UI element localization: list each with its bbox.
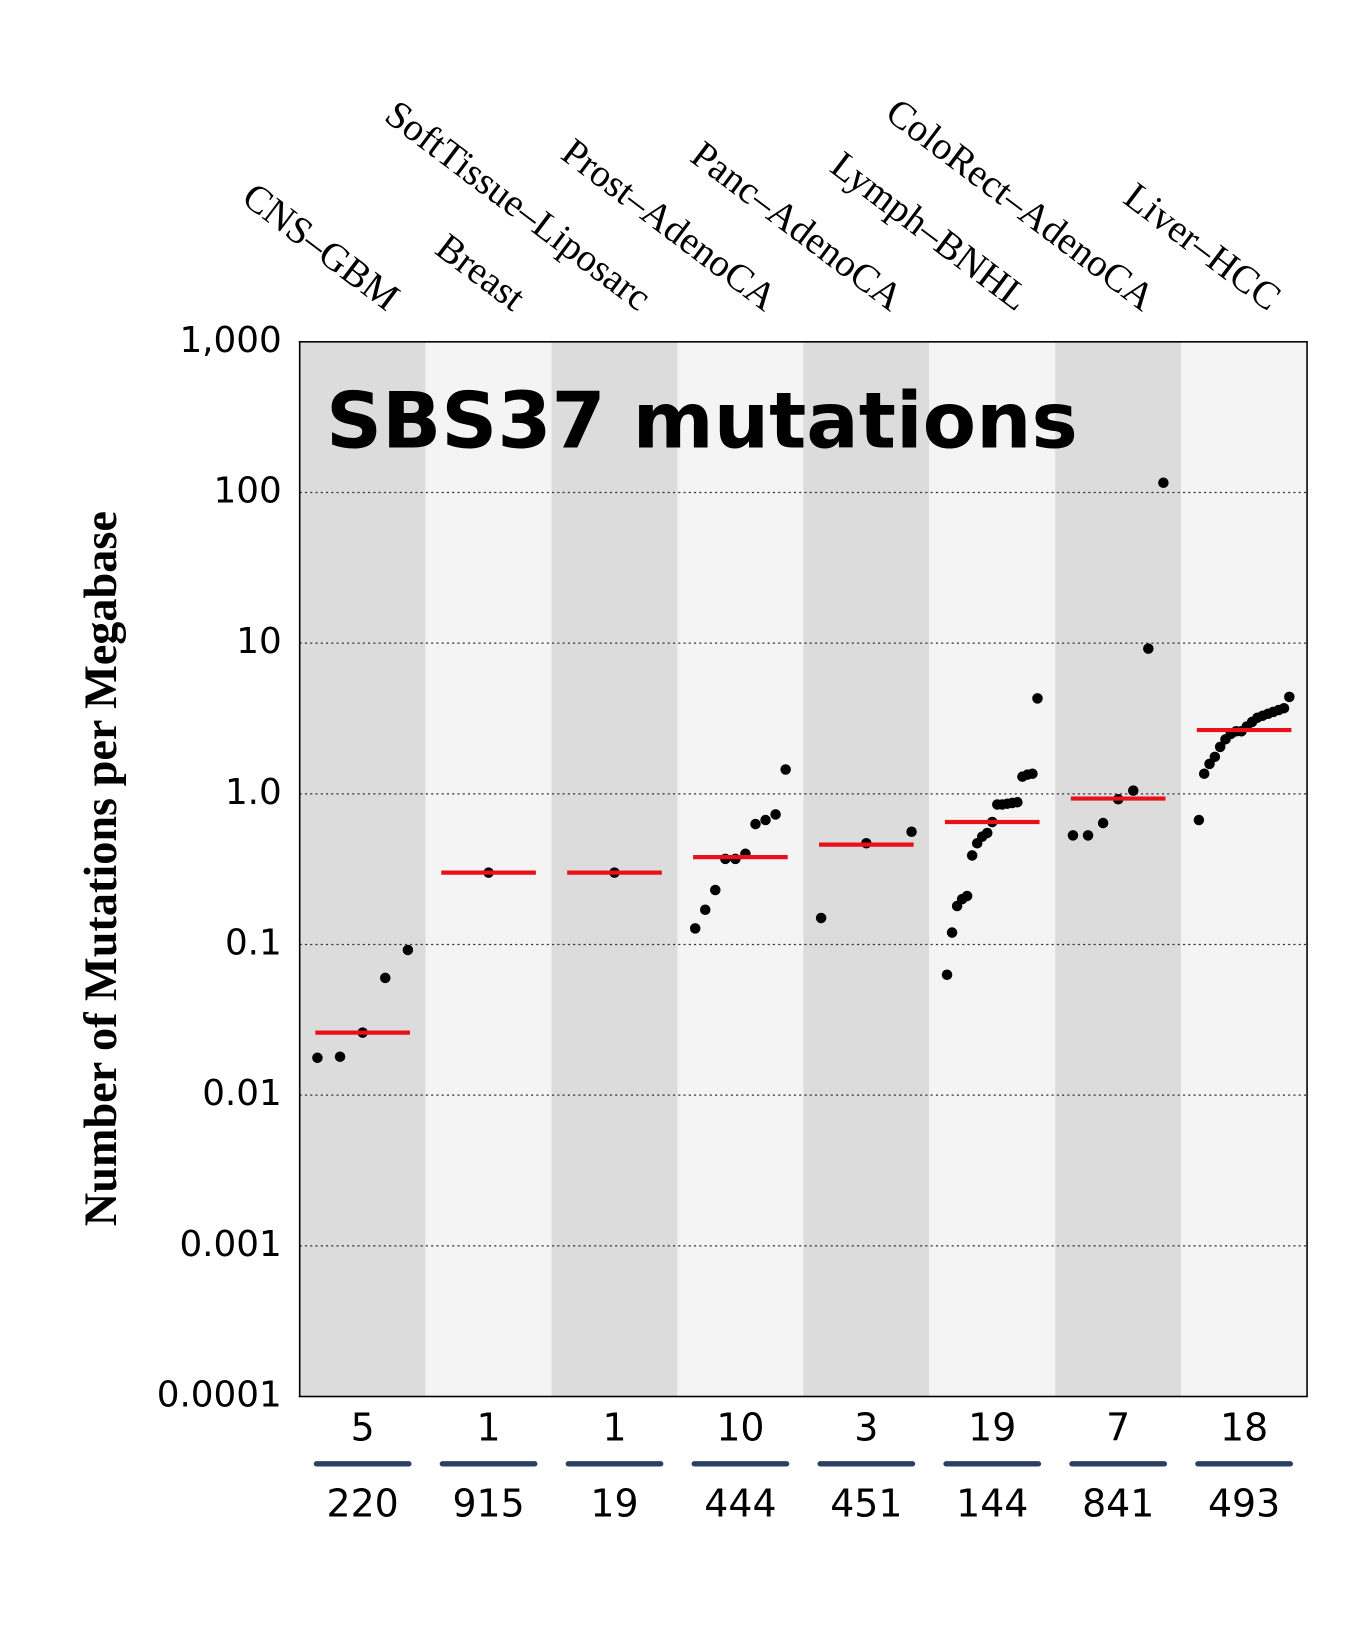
group-band: [1055, 341, 1182, 1397]
data-point: [1012, 796, 1023, 808]
y-tick-label: 0.001: [179, 1224, 281, 1265]
data-point: [1027, 768, 1038, 779]
data-point: [1278, 702, 1290, 714]
group-band: [299, 341, 426, 1397]
data-point: [1127, 785, 1139, 796]
data-point: [750, 818, 761, 830]
data-point: [699, 904, 711, 916]
sample-total: 144: [956, 1481, 1028, 1525]
data-point: [312, 1052, 323, 1064]
data-point: [1158, 477, 1169, 489]
sample-total: 19: [590, 1481, 638, 1525]
sample-count: 5: [351, 1406, 375, 1450]
y-tick-label: 1.0: [225, 772, 282, 813]
data-point: [379, 972, 391, 984]
data-point: [1067, 830, 1079, 841]
data-point: [1082, 830, 1094, 841]
y-axis-title: Number of Mutations per Megabase: [76, 511, 127, 1226]
sample-total: 915: [452, 1481, 524, 1525]
sample-count: 10: [716, 1406, 764, 1450]
data-point: [1143, 643, 1154, 654]
sample-total: 493: [1208, 1481, 1280, 1525]
data-point: [946, 927, 958, 938]
data-point: [770, 809, 781, 820]
data-point: [961, 890, 973, 902]
y-tick-label: 0.0001: [157, 1375, 282, 1416]
category-label: CNS–GBM: [235, 174, 408, 319]
data-point: [710, 884, 721, 896]
data-point: [780, 764, 791, 775]
data-point: [906, 826, 917, 838]
group-band: [677, 341, 804, 1397]
data-point: [1097, 817, 1109, 829]
category-label: Panc–AdenoCA: [683, 133, 911, 319]
data-point: [760, 814, 771, 826]
sample-count: 1: [602, 1406, 626, 1450]
data-point: [815, 912, 827, 924]
sample-total: 451: [830, 1481, 902, 1525]
sample-count: 1: [477, 1406, 501, 1450]
y-tick-label: 0.1: [225, 922, 282, 963]
y-tick-label: 10: [236, 621, 282, 662]
data-point: [1209, 751, 1221, 763]
data-point: [1032, 693, 1043, 704]
sample-total: 841: [1082, 1481, 1154, 1525]
group-band: [929, 341, 1056, 1397]
group-band: [1181, 341, 1308, 1397]
sample-count: 7: [1106, 1406, 1130, 1450]
data-point: [966, 850, 978, 861]
category-label: Prost–AdenoCA: [554, 130, 785, 319]
plot-frame: [298, 341, 1308, 1398]
y-tick-label: 100: [214, 470, 282, 511]
data-point: [1214, 741, 1226, 753]
data-point: [1193, 814, 1205, 826]
sample-count: 18: [1220, 1406, 1268, 1450]
chart-title: SBS37 mutations: [326, 376, 1078, 466]
y-tick-label: 0.01: [202, 1073, 282, 1114]
sample-count: 19: [968, 1406, 1016, 1450]
category-label: Breast: [428, 225, 533, 319]
data-point: [1198, 768, 1210, 779]
data-point: [334, 1051, 346, 1062]
sample-count: 3: [854, 1406, 878, 1450]
data-point: [1284, 691, 1295, 703]
y-tick-label: 1,000: [179, 320, 281, 361]
data-point: [689, 923, 701, 934]
data-point: [981, 827, 993, 839]
sample-total: 444: [704, 1481, 776, 1525]
group-band: [803, 341, 930, 1397]
data-point: [941, 969, 953, 980]
sample-total: 220: [327, 1481, 399, 1525]
data-point: [402, 944, 414, 956]
